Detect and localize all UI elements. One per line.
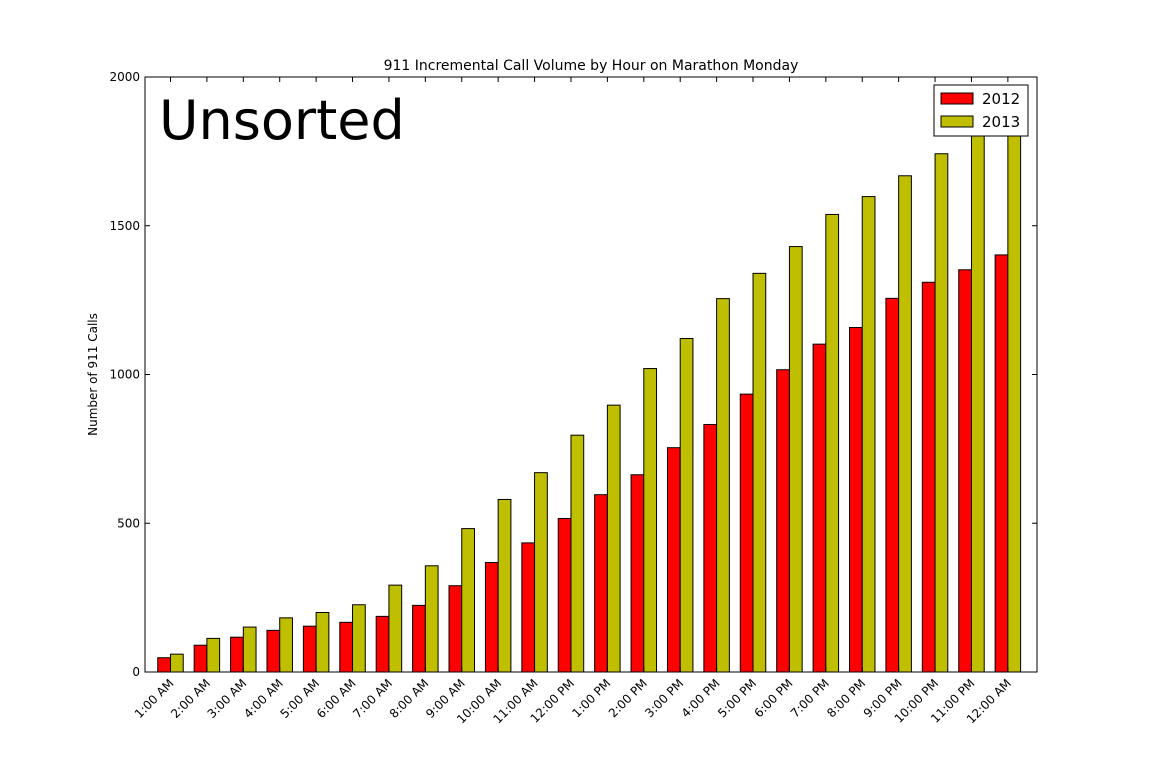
bar-2013-14	[679, 338, 694, 673]
x-tick-label-1: 2:00 AM	[168, 676, 213, 721]
x-tick-label-19: 8:00 PM	[824, 676, 868, 720]
bar-2013-17	[788, 246, 803, 673]
x-tick-label-12: 1:00 PM	[569, 676, 613, 720]
bar-2013-11	[570, 434, 585, 673]
bar-2013-10	[534, 472, 548, 673]
x-tick-label-17: 6:00 PM	[751, 676, 795, 720]
bar-2012-17	[776, 369, 790, 673]
bar-2012-15	[703, 423, 718, 673]
bar-2012-8	[448, 585, 463, 673]
x-tick-label-0: 1:00 AM	[132, 676, 177, 721]
bar-2012-0	[157, 657, 171, 673]
x-tick-label-5: 6:00 AM	[314, 676, 359, 721]
bar-2012-16	[739, 393, 754, 673]
bar-2012-12	[594, 494, 608, 673]
bar-2013-2	[242, 626, 257, 673]
x-tick-label-2: 3:00 AM	[205, 676, 250, 721]
bar-2012-2	[230, 636, 244, 673]
bar-2012-13	[630, 474, 645, 673]
bar-2013-20	[898, 175, 912, 673]
x-tick-label-6: 7:00 AM	[350, 676, 395, 721]
x-tick-label-4: 5:00 AM	[277, 676, 322, 721]
legend-label-2013: 2013	[982, 113, 1020, 131]
x-tick-label-15: 4:00 PM	[679, 676, 723, 720]
bar-2013-19	[861, 196, 876, 673]
bar-2013-15	[716, 298, 730, 673]
legend-swatch-2012	[940, 92, 974, 105]
bar-2013-23	[1007, 121, 1022, 673]
sort-status-annotation: Unsorted	[159, 89, 405, 152]
bar-2012-1	[193, 644, 208, 673]
bar-2012-9	[484, 562, 499, 673]
bar-2013-13	[643, 368, 658, 673]
x-tick-label-7: 8:00 AM	[387, 676, 432, 721]
bar-2012-23	[994, 254, 1009, 673]
bar-2013-3	[279, 617, 293, 673]
legend: 2012 2013	[933, 84, 1029, 137]
y-axis-label: Number of 911 Calls	[86, 313, 100, 436]
legend-label-2012: 2012	[982, 90, 1020, 108]
y-tick-label-0: 0	[132, 665, 140, 679]
y-tick-label-4: 2000	[109, 70, 140, 84]
y-tick-label-3: 1500	[109, 219, 140, 233]
bar-2012-19	[848, 326, 863, 673]
bar-2012-22	[958, 269, 972, 673]
bar-2012-5	[339, 621, 354, 673]
bar-2012-14	[666, 447, 681, 673]
bar-2012-3	[266, 629, 281, 673]
bar-2012-11	[557, 517, 572, 673]
x-tick-label-3: 4:00 AM	[241, 676, 286, 721]
bar-2013-12	[606, 404, 621, 673]
bar-2013-4	[315, 612, 330, 673]
bar-2013-7	[424, 565, 439, 673]
bar-2013-9	[497, 498, 512, 673]
bar-2012-4	[302, 625, 317, 673]
x-tick-label-16: 5:00 PM	[715, 676, 759, 720]
x-tick-label-14: 3:00 PM	[642, 676, 686, 720]
bar-2012-21	[921, 281, 936, 673]
x-tick-label-18: 7:00 PM	[788, 676, 832, 720]
bar-2013-1	[206, 637, 221, 673]
bar-2012-18	[812, 343, 827, 673]
x-tick-label-13: 2:00 PM	[606, 676, 650, 720]
y-tick-label-1: 500	[117, 516, 140, 530]
bar-2013-5	[352, 604, 366, 673]
bar-2013-18	[825, 213, 840, 673]
bar-2013-6	[388, 584, 403, 673]
bar-2013-22	[970, 124, 985, 673]
bar-2012-10	[521, 542, 536, 673]
bar-2013-21	[934, 153, 949, 673]
bar-2013-8	[461, 528, 475, 673]
legend-swatch-2013	[940, 115, 974, 128]
bar-2012-20	[885, 297, 900, 673]
bar-2012-6	[375, 615, 390, 673]
y-tick-label-2: 1000	[109, 368, 140, 382]
bar-2012-7	[412, 604, 426, 673]
bar-2013-16	[752, 272, 767, 673]
bar-2013-0	[169, 653, 184, 673]
chart-title: 911 Incremental Call Volume by Hour on M…	[384, 58, 799, 74]
